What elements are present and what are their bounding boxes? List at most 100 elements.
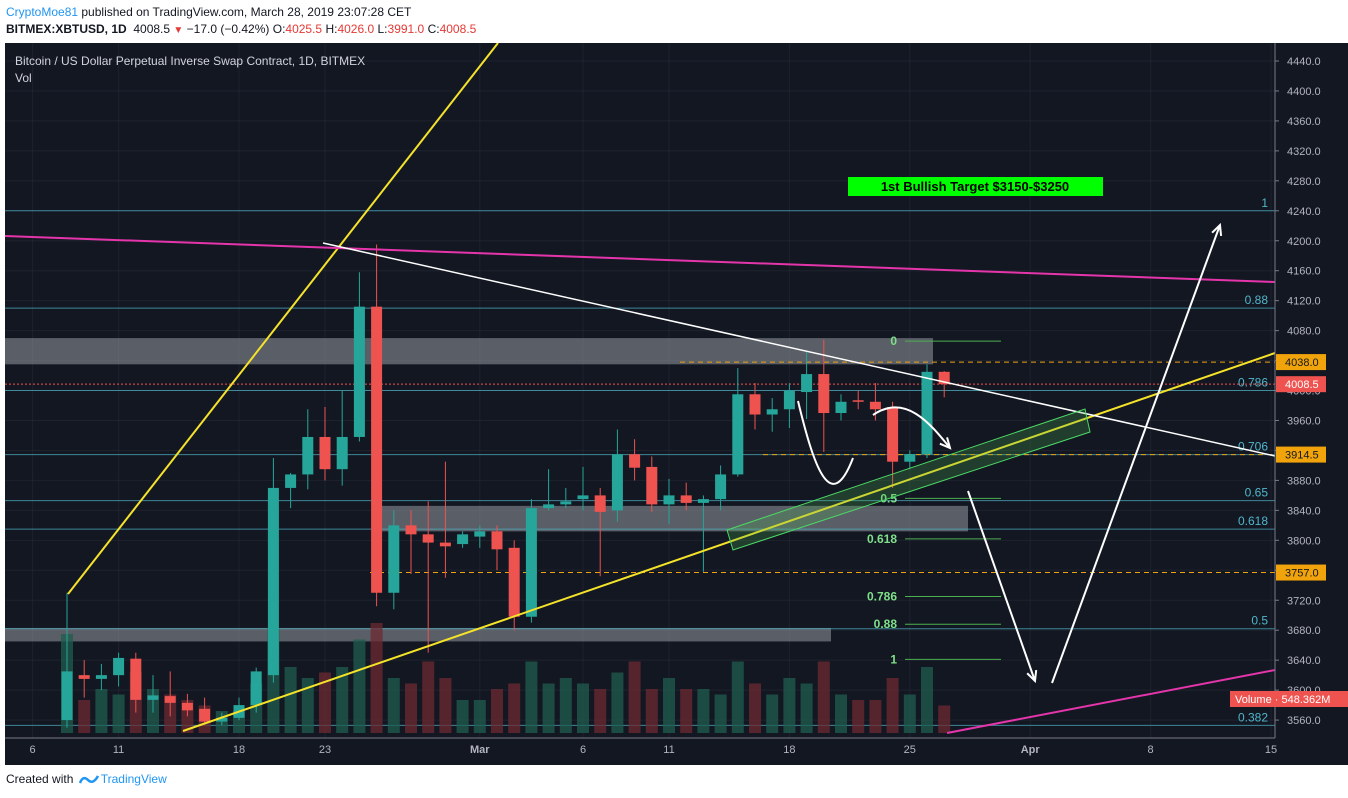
open-value: 4025.5 (285, 22, 323, 36)
down-arrow-path (967, 490, 1036, 682)
price-tick-label: 3840.0 (1287, 505, 1321, 517)
price-tick-label: 4400.0 (1287, 86, 1321, 98)
trend-drawings (4, 42, 1276, 734)
chart-title: Bitcoin / US Dollar Perpetual Inverse Sw… (15, 54, 365, 68)
volume-bar (921, 667, 933, 733)
price-tag-level1-bg (1276, 354, 1326, 371)
fib-level-label: 1 (1261, 196, 1268, 210)
magenta-support-line (946, 669, 1276, 734)
time-tick-label: 25 (904, 744, 916, 756)
price-axis[interactable]: 4440.0 4400.0 4360.0 4320.0 4280.0 4240.0 4200… (1230, 43, 1348, 765)
price-tick-label: 4240.0 (1287, 206, 1321, 218)
tradingview-logo-icon (78, 775, 99, 784)
volume-bar (577, 683, 589, 733)
price-tick-label: 4440.0 (1287, 56, 1321, 68)
fib-mid-label: 0 (890, 334, 897, 348)
price-tick-label: 3640.0 (1287, 655, 1321, 667)
price-tick-label: 4360.0 (1287, 116, 1321, 128)
price-tag-level3: 3757.0 (1285, 568, 1319, 580)
candle-body (543, 504, 555, 509)
price-tick-label: 3560.0 (1287, 715, 1321, 727)
candle-body (353, 306, 365, 437)
price-tick-label: 3880.0 (1287, 475, 1321, 487)
volume-bar (95, 689, 108, 733)
white-trend-line (322, 242, 1276, 457)
time-axis[interactable]: 6 11 18 23 Mar 6 11 18 25 Apr 8 15 (5, 737, 1348, 765)
price-tick-label: 4320.0 (1287, 146, 1321, 158)
high-label: H: (325, 22, 338, 36)
volume-bar (78, 700, 91, 733)
volume-bar (422, 661, 435, 733)
price-tick-label: 4280.0 (1287, 176, 1321, 188)
last-price: 4008.5 (133, 22, 171, 36)
candle-body (646, 466, 658, 505)
chart-background (5, 43, 1348, 765)
time-tick-label: 6 (580, 744, 586, 756)
candle-body (629, 454, 641, 468)
chart-area[interactable]: 1 0.88 0.786 0.706 0.65 0.618 0.5 0.382 0 0.5 0.6… (4, 42, 1348, 765)
time-tick-label: 6 (30, 744, 36, 756)
fib-level-label: 0.786 (1238, 376, 1268, 390)
volume-bars (61, 623, 951, 733)
volume-bar (405, 683, 417, 733)
volume-bar (387, 678, 400, 733)
price-change: −17.0 (−0.42%) (186, 22, 270, 36)
candle-body (869, 401, 881, 410)
candle-body (439, 542, 451, 547)
price-tag-level2: 3914.5 (1285, 450, 1319, 462)
time-tick-label: 18 (783, 744, 795, 756)
volume-bar (645, 689, 658, 733)
candle-body (95, 675, 107, 679)
candle-body (388, 525, 400, 593)
candle-body (267, 487, 279, 676)
candle-body (904, 454, 916, 462)
volume-bar (680, 689, 693, 733)
candle-body (181, 702, 193, 711)
fib-level-label: 0.88 (1245, 293, 1269, 307)
volume-bar (508, 683, 521, 733)
candle-body (216, 717, 228, 722)
volume-bar (353, 639, 366, 733)
author-link[interactable]: CryptoMoe81 (6, 5, 79, 19)
price-tick-label: 3800.0 (1287, 535, 1321, 547)
candle-body (457, 534, 469, 545)
time-tick-label: Mar (470, 744, 490, 756)
brand-link[interactable]: TradingView (100, 772, 167, 786)
volume-bar (766, 694, 779, 733)
open-label: O: (272, 22, 286, 36)
candle-body (61, 671, 73, 721)
volume-bar (542, 683, 555, 733)
time-tick-label: 8 (1148, 744, 1154, 756)
volume-bar (852, 700, 865, 733)
candle-body (801, 374, 813, 393)
volume-bar (301, 678, 314, 733)
volume-bar (456, 700, 469, 733)
fib-level-label: 0.5 (1251, 614, 1268, 628)
magenta-resistance-line (4, 235, 1276, 283)
high-value: 4026.0 (337, 22, 375, 36)
price-tag-current-bg (1276, 376, 1326, 393)
volume-bar (319, 672, 331, 733)
volume-bar (749, 683, 761, 733)
candle-body (302, 436, 314, 475)
candle-body (715, 474, 727, 500)
fib-mid-label: 1 (890, 652, 897, 666)
gray-zone (373, 505, 968, 532)
volume-bar (731, 661, 744, 733)
volume-bar (714, 694, 727, 733)
volume-bar (473, 700, 486, 733)
white-curve-arrow (872, 406, 951, 449)
volume-bar (491, 689, 503, 733)
gray-zone (5, 627, 831, 642)
candle-body (113, 657, 125, 676)
created-with: Created with (6, 772, 74, 786)
volume-bar (594, 689, 607, 733)
candle-body (818, 374, 830, 414)
volume-bar (112, 694, 125, 733)
candle-body (577, 495, 589, 500)
candle-body (319, 436, 331, 470)
up-arrow-path (1051, 224, 1221, 684)
volume-bar (800, 683, 813, 733)
candle-body (508, 547, 520, 617)
